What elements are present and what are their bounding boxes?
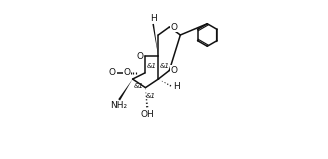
Text: O: O: [171, 23, 178, 31]
Text: O: O: [171, 66, 178, 75]
Polygon shape: [153, 24, 158, 56]
Text: H: H: [150, 14, 156, 23]
Text: &1: &1: [146, 93, 156, 99]
Polygon shape: [118, 79, 133, 100]
Text: H: H: [173, 82, 180, 91]
Text: O: O: [124, 68, 131, 77]
Text: OH: OH: [140, 110, 154, 119]
Text: &1: &1: [147, 63, 157, 69]
Text: &1: &1: [133, 83, 143, 89]
Text: O: O: [136, 52, 143, 61]
Text: O: O: [109, 68, 116, 77]
Text: &1: &1: [159, 62, 170, 69]
Text: NH₂: NH₂: [111, 101, 128, 110]
